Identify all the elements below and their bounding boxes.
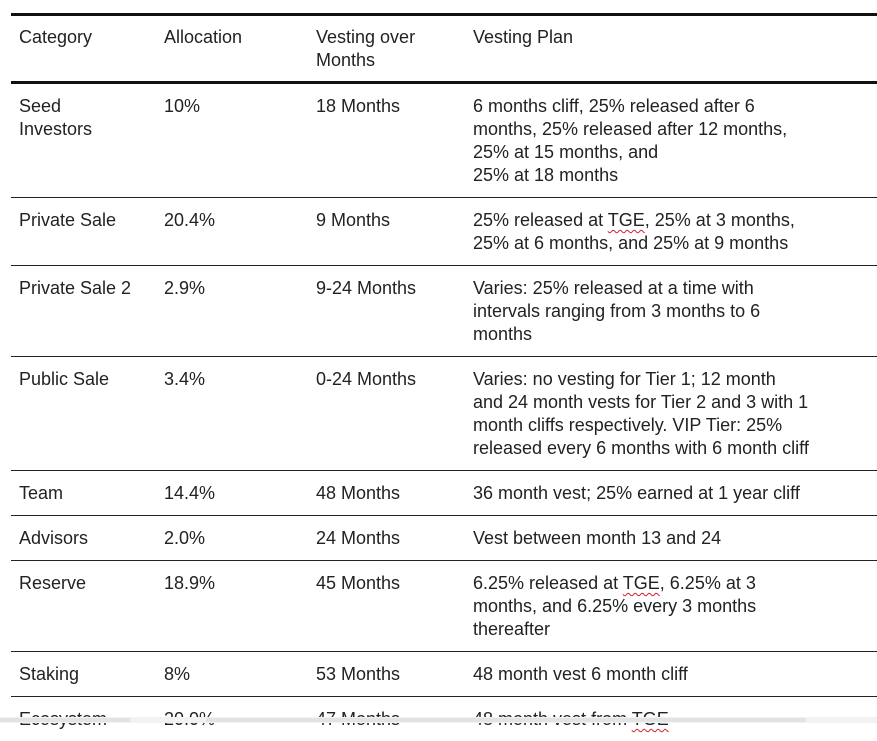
horizontal-scrollbar[interactable] xyxy=(0,717,877,723)
cell-vesting: 53 Months xyxy=(308,652,465,697)
cell-category: Private Sale 2 xyxy=(11,266,156,357)
cell-allocation: 10% xyxy=(156,83,308,198)
cell-vesting: 9-24 Months xyxy=(308,266,465,357)
table-row: Team 14.4% 48 Months 36 month vest; 25% … xyxy=(11,471,877,516)
table-header-row: Category Allocation Vesting over Months … xyxy=(11,15,877,83)
cell-vesting: 48 Months xyxy=(308,471,465,516)
cell-category: Seed Investors xyxy=(11,83,156,198)
table-row: Staking 8% 53 Months 48 month vest 6 mon… xyxy=(11,652,877,697)
cell-plan: Varies: no vesting for Tier 1; 12 month … xyxy=(465,357,877,471)
spellcheck-tge[interactable]: TGE xyxy=(608,210,645,230)
cell-plan: 48 month vest 6 month cliff xyxy=(465,652,877,697)
cell-allocation: 18.9% xyxy=(156,561,308,652)
header-allocation: Allocation xyxy=(156,15,308,83)
cell-category: Team xyxy=(11,471,156,516)
cell-vesting: 0-24 Months xyxy=(308,357,465,471)
cell-plan: Vest between month 13 and 24 xyxy=(465,516,877,561)
cell-category: Advisors xyxy=(11,516,156,561)
cell-vesting: 9 Months xyxy=(308,198,465,266)
table-row: Seed Investors 10% 18 Months 6 months cl… xyxy=(11,83,877,198)
header-vesting-months: Vesting over Months xyxy=(308,15,465,83)
table-row: Private Sale 20.4% 9 Months 25% released… xyxy=(11,198,877,266)
cell-category: Staking xyxy=(11,652,156,697)
cell-plan: 36 month vest; 25% earned at 1 year clif… xyxy=(465,471,877,516)
cell-allocation: 3.4% xyxy=(156,357,308,471)
table-row: Private Sale 2 2.9% 9-24 Months Varies: … xyxy=(11,266,877,357)
table-row: Reserve 18.9% 45 Months 6.25% released a… xyxy=(11,561,877,652)
vesting-table: Category Allocation Vesting over Months … xyxy=(11,13,877,741)
cell-category: Private Sale xyxy=(11,198,156,266)
cell-category: Public Sale xyxy=(11,357,156,471)
cell-allocation: 20.4% xyxy=(156,198,308,266)
cell-plan: 25% released at TGE, 25% at 3 months, 25… xyxy=(465,198,877,266)
cell-plan: 6 months cliff, 25% released after 6 mon… xyxy=(465,83,877,198)
cell-allocation: 8% xyxy=(156,652,308,697)
cell-allocation: 2.0% xyxy=(156,516,308,561)
cell-vesting: 18 Months xyxy=(308,83,465,198)
header-category: Category xyxy=(11,15,156,83)
cell-vesting: 45 Months xyxy=(308,561,465,652)
table-row: Public Sale 3.4% 0-24 Months Varies: no … xyxy=(11,357,877,471)
cell-vesting: 24 Months xyxy=(308,516,465,561)
scrollbar-segment xyxy=(0,718,130,722)
scrollbar-thumb[interactable] xyxy=(206,718,806,722)
table-row: Advisors 2.0% 24 Months Vest between mon… xyxy=(11,516,877,561)
vesting-table-container: Category Allocation Vesting over Months … xyxy=(11,13,877,741)
plan-text: 6.25% released at xyxy=(473,573,623,593)
spellcheck-tge[interactable]: TGE xyxy=(623,573,660,593)
cell-category: Reserve xyxy=(11,561,156,652)
cell-plan: Varies: 25% released at a time with inte… xyxy=(465,266,877,357)
cell-allocation: 2.9% xyxy=(156,266,308,357)
cell-allocation: 14.4% xyxy=(156,471,308,516)
cell-plan: 6.25% released at TGE, 6.25% at 3 months… xyxy=(465,561,877,652)
header-vesting-plan: Vesting Plan xyxy=(465,15,877,83)
plan-text: 25% released at xyxy=(473,210,608,230)
